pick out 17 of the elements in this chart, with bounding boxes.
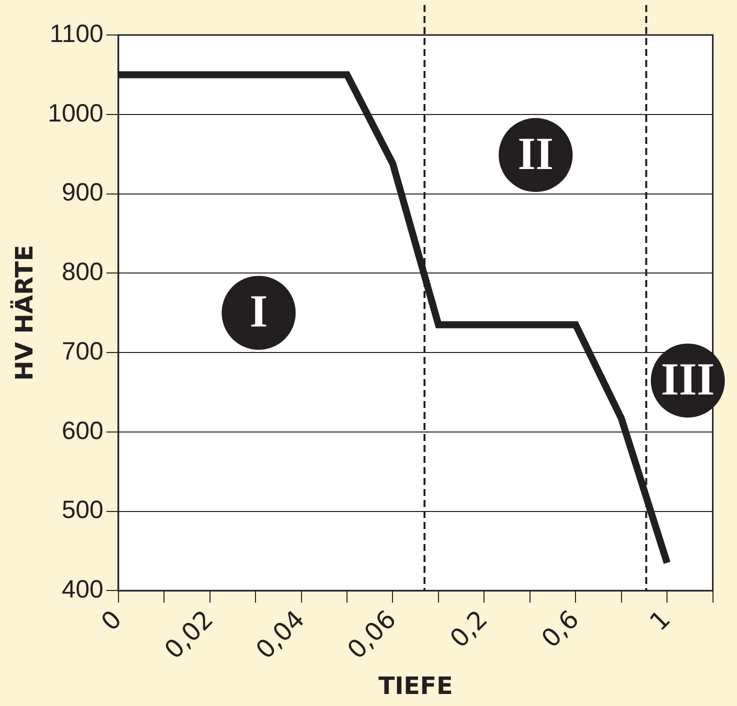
annotation: II: [518, 128, 554, 179]
y-tick-label: 800: [62, 258, 104, 286]
x-tick-label: 1: [644, 604, 676, 636]
y-tick-label: 1000: [48, 99, 104, 128]
x-tick-label: 0,2: [444, 604, 494, 654]
y-tick-label: 400: [62, 576, 104, 604]
y-tick-label: 700: [62, 337, 104, 366]
annotation: III: [660, 353, 715, 404]
x-tick-label: 0: [96, 604, 128, 636]
y-tick-label: 500: [62, 496, 104, 524]
annotation: I: [250, 286, 268, 337]
x-axis-title: TIEFE: [378, 672, 453, 700]
y-tick-label: 1100: [50, 20, 104, 48]
y-tick-label: 600: [62, 416, 104, 445]
y-axis-title: HV HÄRTE: [10, 244, 39, 381]
x-tick-label: 0,6: [536, 604, 584, 654]
y-tick-label: 900: [62, 178, 104, 207]
